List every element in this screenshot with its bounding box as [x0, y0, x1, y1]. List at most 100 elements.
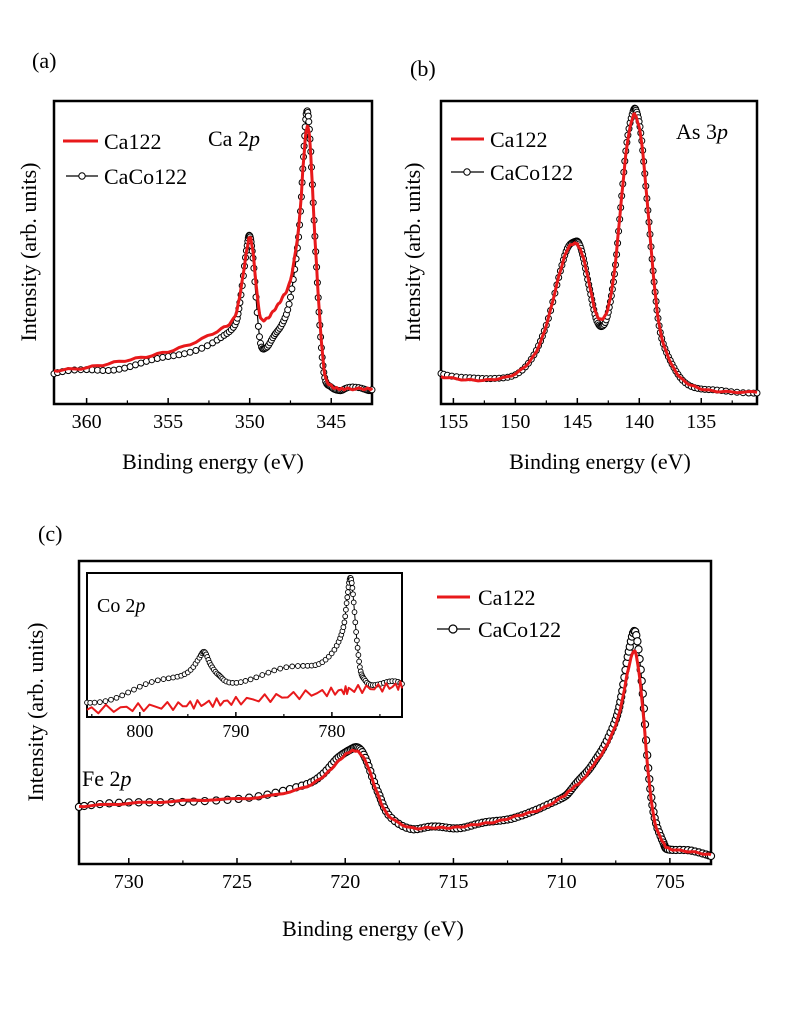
series-caco122-point	[192, 347, 200, 354]
panel-a-xlabel: Binding energy (eV)	[122, 449, 304, 474]
inset-plot	[84, 575, 405, 715]
x-tick-label: 145	[562, 411, 592, 433]
series-caco122-point	[277, 665, 284, 672]
series-caco122-point	[113, 694, 120, 701]
x-tick-label: 725	[222, 871, 252, 893]
series-caco122-point	[131, 686, 137, 693]
panel-c-label: (c)	[38, 521, 62, 546]
x-tick-label: 155	[438, 411, 468, 433]
series-caco122-point	[351, 609, 358, 615]
series-caco122-line	[440, 107, 758, 394]
series-caco122-point	[348, 580, 355, 586]
series-caco122-point	[119, 692, 126, 699]
x-tick-label: 350	[235, 411, 265, 433]
panel-c-legend: Ca122 CaCo122	[437, 585, 561, 642]
series-caco122-point	[115, 365, 123, 373]
inset-x-ticks: 800 790 780	[91, 712, 381, 741]
series-ca122-line	[86, 680, 403, 715]
panel-b-legend-caco122-marker	[463, 168, 471, 176]
series-caco122-point	[340, 624, 347, 631]
panel-c: (c) 730 725 720 715 710 705 Binding energy (e…	[23, 521, 716, 941]
x-tick-label: 720	[330, 871, 360, 893]
series-caco122-point	[354, 637, 360, 644]
series-caco122-point	[160, 676, 167, 682]
series-caco122-point	[350, 599, 357, 606]
series-caco122-point	[256, 333, 263, 341]
series-caco122-point	[341, 619, 348, 626]
series-ca122-line	[78, 649, 712, 857]
series-caco122-point	[344, 594, 351, 601]
series-caco122-point	[354, 644, 361, 651]
panel-a-plot	[50, 107, 376, 395]
series-caco122-point	[198, 344, 206, 352]
series-caco122-point	[356, 658, 362, 665]
panel-b-frame	[439, 99, 759, 406]
series-caco122-point	[285, 300, 293, 308]
series-caco122-point	[342, 613, 349, 620]
panel-a-legend-caco122-marker	[78, 172, 86, 180]
x-tick-label: 730	[114, 871, 144, 893]
series-caco122-point	[259, 672, 266, 678]
panel-c-x-ticks: 730 725 720 715 710 705	[114, 858, 685, 893]
panel-a-legend-ca122: Ca122	[104, 129, 161, 154]
series-caco122-point	[355, 652, 362, 658]
x-tick-label: 135	[686, 411, 716, 433]
x-tick-label: 715	[438, 871, 468, 893]
panel-b: (b) 155 150 145 140 135 Binding energy (eV) …	[400, 56, 761, 474]
series-caco122-point	[97, 699, 103, 705]
series-caco122-point	[287, 293, 294, 301]
series-caco122-point	[283, 664, 290, 671]
series-caco122-point	[345, 589, 351, 595]
inset-annotation: Co 2p	[97, 595, 145, 617]
series-caco122-point	[186, 348, 194, 356]
panel-b-legend-caco122: CaCo122	[490, 160, 573, 185]
series-caco122-point	[108, 696, 114, 703]
series-ca122-line	[53, 124, 374, 392]
series-caco122-point	[289, 663, 296, 670]
panel-a-ylabel: Intensity (arb. units)	[16, 162, 41, 341]
series-caco122-point	[148, 679, 155, 685]
panel-a-annotation: Ca 2p	[208, 126, 260, 151]
series-caco122-point	[165, 675, 172, 682]
series-caco122-point	[142, 681, 149, 687]
x-tick-label: 150	[500, 411, 530, 433]
series-caco122-point	[328, 650, 335, 657]
panel-a-label: (a)	[32, 48, 56, 73]
x-tick-label: 710	[547, 871, 577, 893]
series-caco122-point	[352, 619, 359, 626]
series-caco122-point	[353, 629, 359, 635]
panel-c-legend-caco122-marker	[448, 624, 458, 634]
panel-c-xlabel: Binding energy (eV)	[282, 916, 464, 941]
series-caco122-point	[102, 698, 109, 704]
series-caco122-point	[295, 663, 301, 669]
series-caco122-point	[254, 322, 262, 330]
panel-a-legend: Ca122 CaCo122	[63, 129, 187, 189]
x-tick-label: 800	[126, 721, 153, 741]
panel-a-legend-caco122: CaCo122	[104, 164, 187, 189]
series-caco122-point	[265, 669, 272, 676]
panel-b-xlabel: Binding energy (eV)	[509, 449, 691, 474]
panel-c-plot	[74, 626, 716, 861]
x-tick-label: 705	[655, 871, 685, 893]
x-tick-label: 140	[624, 411, 654, 433]
series-caco122-point	[154, 677, 161, 684]
panel-c-legend-caco122: CaCo122	[478, 617, 561, 642]
series-caco122-point	[247, 676, 254, 683]
series-caco122-point	[125, 689, 131, 696]
series-caco122-point	[305, 118, 313, 126]
panel-b-legend-ca122: Ca122	[490, 127, 547, 152]
series-caco122-point	[159, 353, 167, 361]
panel-c-legend-ca122: Ca122	[478, 585, 535, 610]
series-caco122-point	[271, 667, 278, 674]
x-tick-label: 355	[153, 411, 183, 433]
panel-b-x-ticks: 155 150 145 140 135	[438, 398, 733, 433]
series-caco122-point	[343, 606, 349, 613]
series-caco122-point	[237, 679, 244, 685]
series-caco122-point	[284, 306, 292, 314]
series-caco122-point	[349, 585, 356, 591]
series-caco122-point	[350, 591, 356, 598]
x-tick-label: 345	[316, 411, 346, 433]
x-tick-label: 360	[72, 411, 102, 433]
inset-frame	[86, 572, 403, 718]
